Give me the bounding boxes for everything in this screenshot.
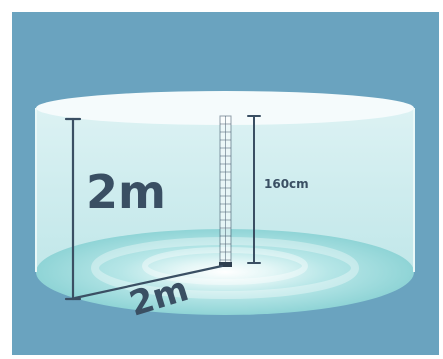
depth-label: 160cm [264, 177, 309, 191]
measuring-ruler [219, 115, 232, 267]
height-label: 2m [86, 165, 166, 219]
water-floor [36, 229, 414, 315]
tank-top-rim [36, 91, 414, 125]
ruler-base [219, 262, 232, 267]
depth-dimension-line [247, 115, 261, 264]
floor-dimension-line [73, 264, 224, 300]
height-dimension-line [64, 117, 82, 301]
